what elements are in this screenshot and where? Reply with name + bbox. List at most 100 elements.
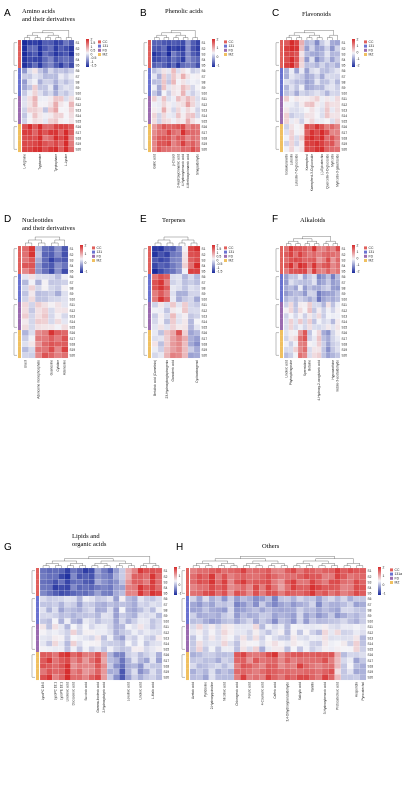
heatmap-cell [42,112,49,119]
heatmap-cell [143,601,150,608]
heatmap-cell [64,640,71,647]
heatmap-cell [202,567,209,574]
heatmap-cell [113,635,120,641]
color-scale-tick: -2 [357,270,360,274]
heatmap-cell [46,618,53,625]
dendrogram-branch [13,126,17,150]
column-dendrogram [192,556,364,568]
heatmap-cell [156,112,162,119]
heatmap-cell [187,296,195,303]
group-annotation-cell [186,640,189,647]
heatmap-cell [107,607,114,613]
heatmap-cell [284,567,291,574]
heatmap-cell [94,607,102,613]
heatmap-cell [259,573,266,580]
heatmap-cell [309,657,316,664]
heatmap-cell [180,90,186,97]
heatmap-cell [41,324,49,331]
heatmap-cell [283,118,290,125]
heatmap-cell [21,101,28,108]
group-annotation-cell [280,135,283,141]
sample-label: S4 [342,58,346,62]
heatmap-cell [151,268,159,275]
column-label: 2-Hydroxyquinoline [210,682,214,710]
group-annotation-cell [18,296,21,303]
heatmap-cell [290,623,297,630]
heatmap-cell [321,335,327,342]
heatmap-cell [297,273,303,280]
heatmap-cell [63,123,69,130]
color-scale-tick: 2 [85,244,87,248]
heatmap-cell [293,257,299,263]
column-label: Betaine [308,360,312,371]
heatmap-cell [289,56,295,63]
heatmap-cell [46,612,53,619]
heatmap-cell [347,573,354,580]
heatmap-cell [58,595,65,602]
group-annotation-cell [148,45,151,52]
heatmap-cell [151,296,159,303]
heatmap-cell [283,257,289,263]
heatmap-cell [28,279,36,286]
row-dendrogram [181,570,185,678]
heatmap-cell [284,629,291,636]
heatmap-cell [32,67,38,74]
heatmap-cell [330,307,336,314]
heatmap-cell [47,45,54,52]
heatmap-cell [294,84,300,91]
column-label: 2-Hydroxybutyric acid [102,682,106,713]
heatmap-cell [180,146,186,153]
heatmap-cell [283,51,290,57]
heatmap-cell [340,663,348,669]
group-annotation-cell [186,573,189,580]
group-annotation-cell [148,346,151,353]
heatmap-cell [299,67,305,74]
dendrogram-branch [13,42,17,66]
heatmap-cell [246,584,253,591]
heatmap-cell [240,623,247,630]
heatmap-cell [195,101,201,108]
heatmap-cell [64,590,71,597]
heatmap-cell [283,346,289,353]
sample-label: S18 [202,342,208,346]
heatmap-cell [58,135,64,141]
heatmap-cell [175,56,181,63]
heatmap-cell [181,329,189,336]
heatmap-cell [233,607,241,613]
heatmap-cell [46,663,53,669]
sample-label: S15 [70,326,76,330]
heatmap-cell [58,73,64,80]
heatmap-cell [316,273,322,280]
group-annotation-cell [18,107,21,113]
heatmap-cell [157,329,165,336]
heatmap-cell [70,629,77,636]
heatmap-cell [296,601,304,608]
heatmap-cell [288,268,294,275]
heatmap-cell [156,135,162,141]
group-annotation-cell [280,279,283,286]
heatmap-cell [70,657,77,664]
heatmap-cell [53,146,59,153]
heatmap-cell [163,262,171,269]
group-annotation-cell [18,101,21,108]
heatmap-cell [227,640,235,647]
heatmap-cell [169,262,177,269]
heatmap-cell [143,584,150,591]
sample-label: S8 [202,286,206,290]
heatmap-cell [302,301,308,308]
heatmap-cell [325,257,331,263]
heatmap-cell [265,590,272,597]
heatmap-cell [299,101,305,108]
heatmap-cell [39,623,47,630]
heatmap-cell [94,584,102,591]
heatmap-cell [347,601,354,608]
heatmap-cell [32,51,38,57]
heatmap-cell [233,584,241,591]
dendrogram-branch [346,563,360,566]
heatmap-cell [113,612,120,619]
heatmap-cell [284,651,291,658]
group-annotation-cell [280,324,283,331]
heatmap-cell [302,324,308,331]
heatmap-cell [21,251,29,258]
heatmap-cells [21,245,69,359]
